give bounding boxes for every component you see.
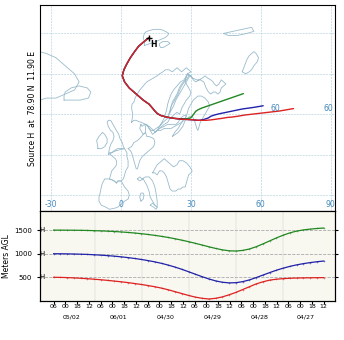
Y-axis label: Source H  at  78.90 N  11.90 E: Source H at 78.90 N 11.90 E	[28, 51, 37, 166]
Text: 30: 30	[186, 200, 196, 209]
Text: 04/29: 04/29	[203, 314, 221, 319]
Text: 04/30: 04/30	[156, 314, 174, 319]
Text: H: H	[39, 251, 44, 257]
Text: 06/01: 06/01	[109, 314, 127, 319]
Y-axis label: Meters AGL: Meters AGL	[2, 234, 11, 278]
Text: 60: 60	[323, 104, 333, 113]
Text: 04/27: 04/27	[297, 314, 315, 319]
Text: H: H	[151, 40, 157, 49]
Text: 90: 90	[326, 200, 336, 209]
Text: -30: -30	[45, 200, 57, 209]
Text: 60: 60	[256, 200, 266, 209]
Text: 05/02: 05/02	[62, 314, 80, 319]
Text: H: H	[39, 274, 44, 280]
Text: 60: 60	[270, 104, 280, 113]
Text: 04/28: 04/28	[250, 314, 268, 319]
Text: H: H	[39, 227, 44, 233]
Text: 0: 0	[119, 200, 123, 209]
